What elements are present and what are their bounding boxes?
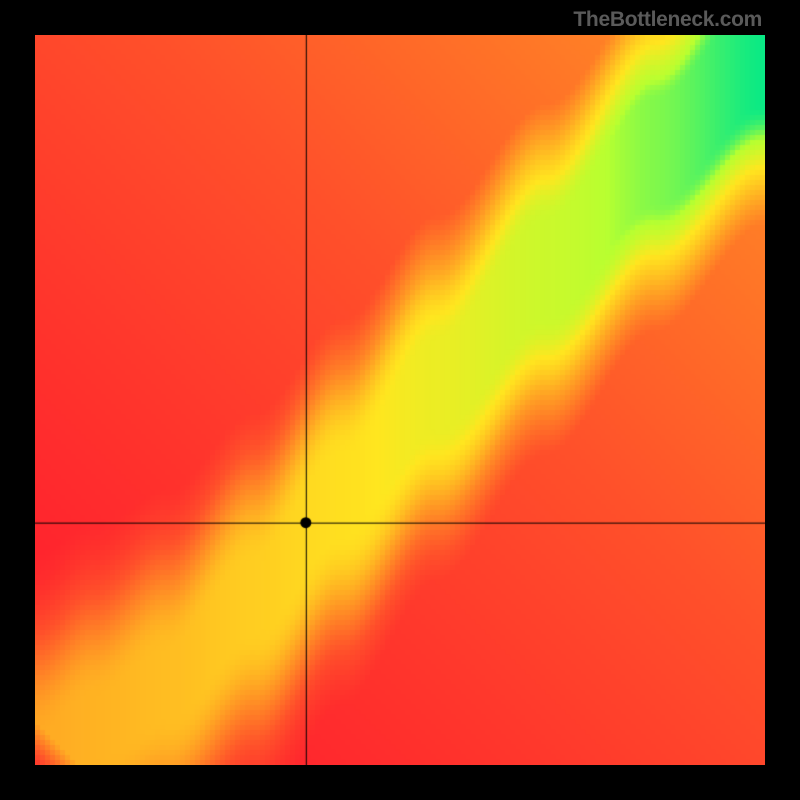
chart-container: TheBottleneck.com — [0, 0, 800, 800]
bottleneck-heatmap — [35, 35, 765, 765]
watermark-text: TheBottleneck.com — [573, 8, 762, 32]
